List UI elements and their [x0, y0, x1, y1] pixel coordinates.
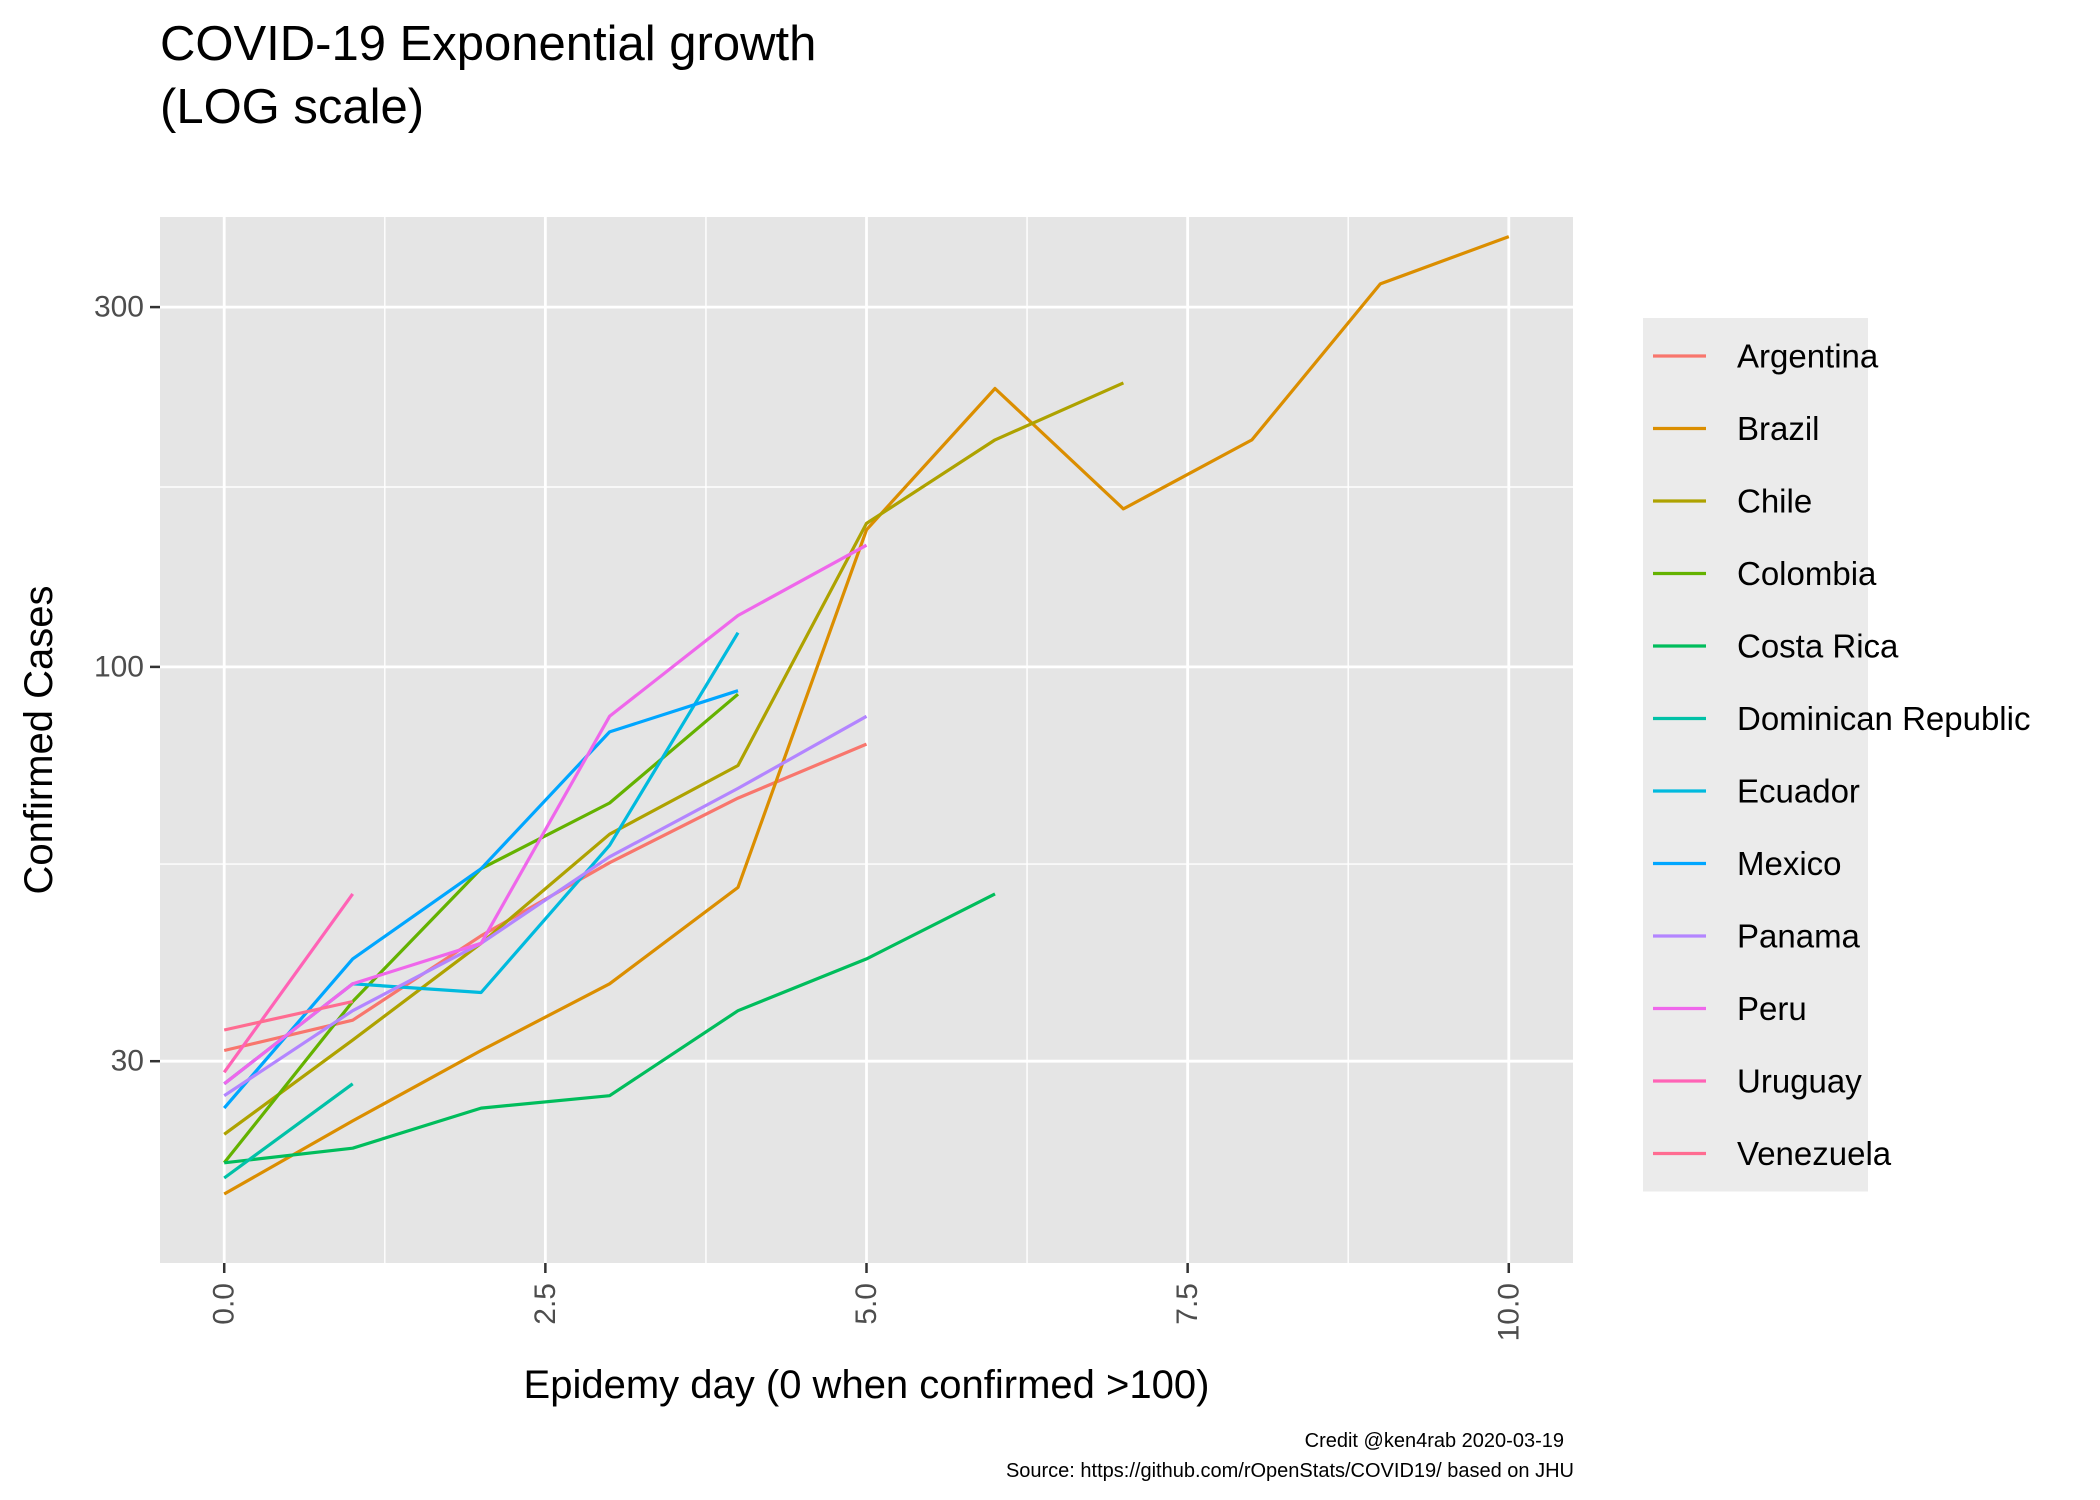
legend-label-uruguay: Uruguay	[1737, 1063, 1862, 1100]
legend-label-peru: Peru	[1737, 990, 1807, 1027]
legend-item-panama: Panama	[1653, 918, 1861, 955]
series-line-brazil	[223, 235, 1510, 1196]
legend-item-costa-rica: Costa Rica	[1653, 628, 1899, 665]
series-lines	[222, 235, 1510, 1196]
x-axis-title: Epidemy day (0 when confirmed >100)	[524, 1363, 1210, 1407]
x-tick-label: 10.0	[1492, 1283, 1525, 1341]
series-line-costa-rica	[224, 892, 996, 1165]
legend-label-dominican-republic: Dominican Republic	[1737, 700, 2030, 737]
series-line-venezuela	[223, 999, 354, 1032]
legend-item-ecuador: Ecuador	[1653, 773, 1860, 810]
caption: Credit @ken4rab 2020-03-19 Source: https…	[1006, 1430, 1574, 1482]
legend-item-chile: Chile	[1653, 483, 1812, 520]
legend-item-dominican-republic: Dominican Republic	[1653, 700, 2030, 737]
x-tick-label: 5.0	[850, 1283, 883, 1325]
legend-label-brazil: Brazil	[1737, 410, 1820, 447]
title-line-1: COVID-19 Exponential growth	[160, 17, 816, 71]
series-line-panama	[223, 714, 868, 1098]
legend-item-brazil: Brazil	[1653, 410, 1820, 447]
y-tick-label: 300	[94, 291, 144, 324]
series-line-uruguay	[222, 892, 354, 1074]
legend-label-panama: Panama	[1737, 918, 1861, 955]
series-line-dominican-republic	[223, 1082, 354, 1180]
caption-source: Source: https://github.com/rOpenStats/CO…	[1006, 1460, 1574, 1482]
legend-item-mexico: Mexico	[1653, 845, 1842, 882]
series-line-mexico	[222, 689, 739, 1110]
legend-item-argentina: Argentina	[1653, 338, 1879, 375]
x-tick-label: 2.5	[529, 1283, 562, 1325]
legend	[1643, 318, 1868, 1192]
x-tick-label: 7.5	[1171, 1283, 1204, 1325]
legend-label-ecuador: Ecuador	[1737, 773, 1860, 810]
x-tick-label: 0.0	[208, 1283, 241, 1325]
chart-title: COVID-19 Exponential growth (LOG scale)	[160, 17, 816, 134]
axis-ticks	[150, 305, 1511, 1273]
legend-item-colombia: Colombia	[1653, 555, 1877, 592]
legend-item-uruguay: Uruguay	[1653, 1063, 1862, 1100]
legend-label-venezuela: Venezuela	[1737, 1135, 1892, 1172]
legend-item-peru: Peru	[1653, 990, 1807, 1027]
y-tick-label: 100	[94, 650, 144, 683]
legend-label-chile: Chile	[1737, 483, 1812, 520]
legend-label-mexico: Mexico	[1737, 845, 1842, 882]
legend-label-argentina: Argentina	[1737, 338, 1879, 375]
caption-credit: Credit @ken4rab 2020-03-19	[1305, 1430, 1564, 1452]
title-line-2: (LOG scale)	[160, 80, 424, 134]
y-axis-title: Confirmed Cases	[17, 585, 61, 894]
legend-label-costa-rica: Costa Rica	[1737, 628, 1899, 665]
legend-items: Argentina Brazil Chile Colombia Costa Rica Do…	[1653, 338, 2030, 1172]
series-line-chile	[223, 381, 1125, 1136]
series-line-peru	[223, 543, 868, 1086]
y-tick-label: 30	[111, 1045, 144, 1078]
major-gridlines	[160, 217, 1573, 1263]
legend-item-venezuela: Venezuela	[1653, 1135, 1892, 1172]
tick-labels: 0.0 2.5 5.0 7.5 10.0 30 100 300	[94, 291, 1525, 1342]
legend-label-colombia: Colombia	[1737, 555, 1877, 592]
